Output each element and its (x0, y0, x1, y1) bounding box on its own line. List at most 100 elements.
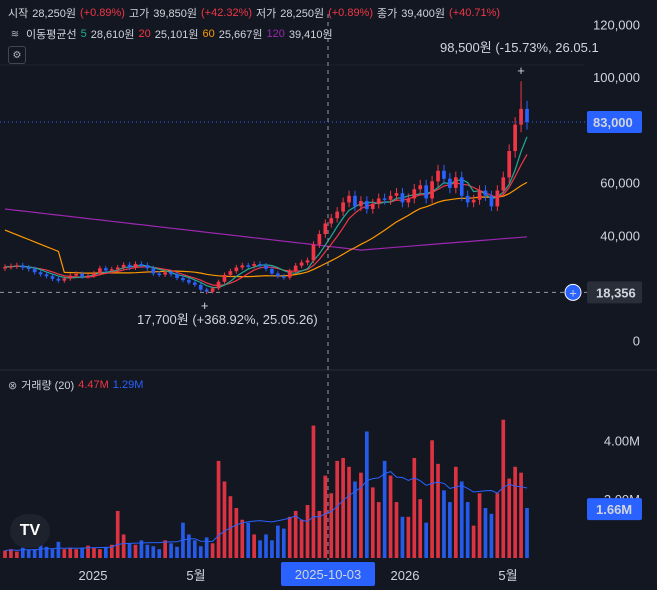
candle-body (293, 265, 298, 272)
candle-body (68, 275, 73, 279)
candle-body (192, 282, 197, 285)
volume-bar (56, 541, 61, 558)
volume-legend[interactable]: ⊗ 거래량 (20) 4.47M 1.29M (8, 377, 143, 393)
candle-body (483, 190, 488, 196)
candle-body (281, 276, 286, 278)
candle-body (311, 244, 316, 261)
candle-body (264, 265, 268, 269)
volume-bar (287, 516, 292, 558)
add-alert-icon[interactable] (564, 283, 582, 301)
candle-body (465, 195, 470, 203)
volume-bar (80, 547, 84, 558)
volume-bar (465, 502, 470, 558)
candle-body (157, 273, 162, 276)
time-tick-label: 5월 (186, 568, 205, 583)
candle-body (181, 278, 185, 281)
volume-bar (192, 540, 197, 558)
low-label: 저가 (256, 8, 277, 20)
candle-body (3, 266, 7, 269)
candle-body (44, 274, 49, 277)
candle-body (335, 211, 340, 219)
candle-body (507, 151, 512, 178)
candle-body (115, 267, 120, 270)
candle-body (519, 108, 523, 125)
candle-body (198, 284, 203, 290)
volume-bar (341, 457, 345, 558)
volume-bar (175, 546, 179, 558)
volume-bar (121, 534, 126, 558)
ohlc-legend: 시작 28,250원 (+0.89%) 고가 39,850원 (+42.32%)… (8, 5, 500, 21)
crosshair-price-badge (587, 281, 642, 304)
candle-body (323, 223, 328, 235)
tradingview-logo-icon[interactable]: TV (10, 514, 50, 548)
volume-bar (359, 472, 363, 558)
candle-body (32, 269, 37, 273)
candle-body (139, 264, 144, 266)
crosshair-date-badge-text: 2025-10-03 (295, 567, 362, 582)
volume-bar (406, 516, 411, 558)
candle-body (489, 195, 494, 207)
volume-value: 4.47M (78, 379, 109, 391)
crosshair-date-badge (281, 562, 375, 586)
volume-bar (347, 466, 351, 558)
close-value: 39,400원 (401, 8, 446, 20)
volume-bar (276, 525, 280, 558)
candle-body (204, 289, 209, 292)
hide-icon[interactable]: ⊗ (8, 379, 18, 392)
crosshair-price-badge-text: 18,356 (596, 285, 636, 300)
volume-bar (477, 493, 482, 558)
min-marker: + (201, 298, 209, 313)
volume-bar (44, 546, 49, 558)
candle-body (453, 177, 458, 188)
volume-bar (222, 481, 227, 558)
volume-bar (151, 546, 156, 558)
candle-body (252, 264, 256, 266)
volume-bar (424, 522, 428, 558)
volume-tick-label: 4.00M (604, 433, 640, 448)
volume-bar (501, 419, 506, 558)
price-tick-label: 120,000 (593, 18, 640, 33)
volume-bar (32, 549, 37, 558)
candle-body (365, 201, 369, 209)
candle-body (513, 124, 517, 152)
candle-body (26, 267, 31, 270)
candle-body (448, 178, 452, 188)
candle-body (436, 170, 440, 182)
candle-body (299, 262, 304, 266)
open-pct: (+0.89%) (80, 7, 125, 19)
candle-body (329, 218, 334, 224)
candle-body (175, 274, 179, 279)
low-value: 28,250원 (280, 8, 325, 20)
volume-bar (459, 481, 464, 558)
high-pct: (+42.32%) (200, 7, 253, 19)
candle-body (406, 198, 411, 203)
ma-legend[interactable]: ≋ 이동평균선 5 28,610원 20 25,101원 60 25,667원 … (8, 26, 333, 42)
candle-body (459, 177, 464, 196)
volume-bar (495, 493, 500, 558)
candle-body (370, 203, 375, 209)
volume-bar (15, 551, 19, 558)
candle-body (127, 264, 132, 268)
settings-icon[interactable]: ⚙ (8, 46, 26, 64)
volume-ma-value: 1.29M (112, 379, 144, 391)
candle-body (347, 195, 351, 203)
candle-body (80, 273, 84, 277)
ma60-value: 25,667원 (218, 29, 263, 41)
time-tick-label: 5월 (498, 568, 517, 583)
candle-body (121, 264, 126, 268)
high-value: 39,850원 (153, 8, 197, 20)
open-label: 시작 (8, 8, 29, 20)
volume-bar (62, 549, 67, 558)
volume-bar (317, 510, 322, 558)
volume-bar (139, 540, 144, 558)
volume-bar (353, 481, 357, 558)
candle-body (394, 193, 399, 196)
candle-body (400, 193, 405, 203)
price-tick-label: 40,000 (600, 228, 640, 243)
candle-body (477, 190, 482, 200)
volume-bar (204, 537, 209, 558)
time-tick-label: 2026 (391, 568, 420, 583)
candle-body (376, 198, 381, 204)
price-tick-label: 0 (633, 334, 640, 349)
